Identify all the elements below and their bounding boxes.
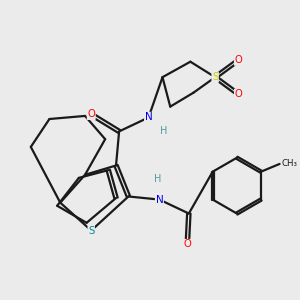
Text: O: O: [235, 55, 242, 65]
Text: S: S: [88, 226, 94, 236]
Text: O: O: [235, 89, 242, 99]
Text: O: O: [87, 110, 95, 119]
Text: N: N: [155, 195, 163, 205]
Text: S: S: [212, 72, 218, 82]
Text: H: H: [160, 126, 168, 136]
Text: O: O: [183, 239, 191, 250]
Text: N: N: [145, 112, 152, 122]
Text: H: H: [154, 174, 161, 184]
Text: CH₃: CH₃: [282, 159, 298, 168]
